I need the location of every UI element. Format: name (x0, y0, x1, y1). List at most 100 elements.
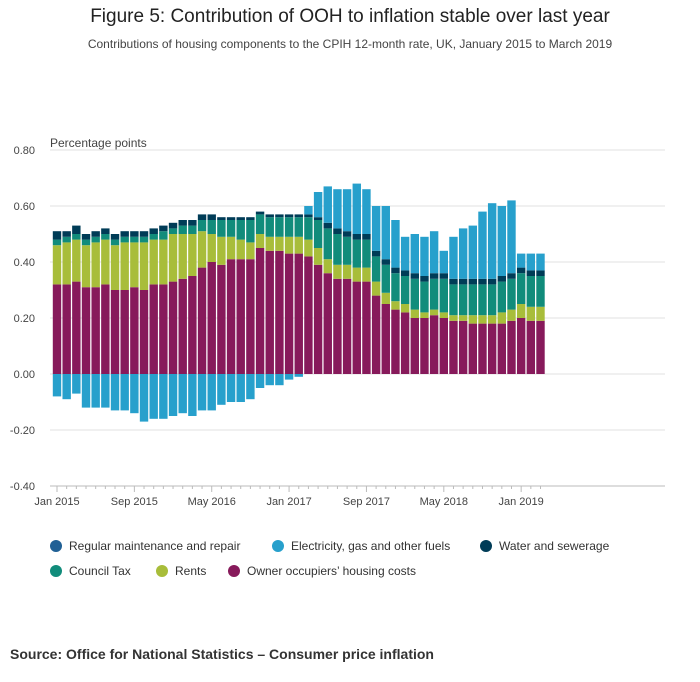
bar-ooh-43 (468, 323, 478, 374)
bar-rents-35 (391, 301, 400, 310)
bar-ooh-16 (207, 262, 216, 374)
bar-rents-33 (371, 281, 381, 296)
bar-elec-40 (439, 250, 448, 274)
bar-water-43 (468, 278, 478, 285)
bar-elec-9 (139, 374, 149, 422)
bar-council-21 (255, 214, 265, 234)
bar-council-27 (313, 220, 323, 248)
bar-ooh-42 (458, 320, 468, 374)
legend-item-water[interactable]: Water and sewerage (480, 539, 609, 553)
bar-elec-12 (168, 374, 178, 416)
bar-ooh-12 (168, 281, 178, 374)
bar-elec-49 (526, 253, 536, 271)
bar-elec-36 (400, 236, 410, 271)
bar-elec-21 (255, 374, 265, 388)
bar-elec-10 (149, 374, 158, 419)
bar-council-39 (429, 278, 439, 310)
bar-rents-1 (62, 242, 71, 285)
bar-council-4 (91, 236, 100, 243)
bar-elec-22 (265, 374, 274, 386)
bar-ooh-21 (255, 248, 265, 374)
bar-water-45 (487, 278, 497, 285)
bar-rents-23 (275, 236, 284, 251)
bar-ooh-10 (149, 284, 158, 374)
x-tick-label: May 2016 (188, 496, 236, 508)
bar-elec-45 (487, 203, 497, 279)
bar-rents-29 (333, 264, 342, 279)
bar-elec-38 (420, 236, 429, 276)
bar-ooh-47 (507, 320, 516, 374)
bar-ooh-5 (101, 284, 110, 374)
bar-water-47 (507, 273, 516, 279)
bar-ooh-33 (371, 295, 381, 374)
bar-ooh-25 (294, 253, 303, 374)
y-tick-label: 0.40 (14, 257, 35, 269)
bar-rents-22 (265, 236, 274, 251)
bar-rents-14 (188, 234, 197, 276)
bar-council-29 (333, 234, 342, 265)
bar-rents-26 (304, 239, 313, 257)
bar-ooh-14 (188, 276, 197, 374)
bar-rents-47 (507, 309, 516, 321)
bar-rents-19 (236, 239, 245, 260)
bar-water-13 (178, 220, 187, 226)
bar-rents-10 (149, 239, 158, 285)
bar-rents-34 (381, 292, 390, 304)
bar-elec-41 (449, 236, 458, 279)
legend-item-rents[interactable]: Rents (156, 564, 206, 578)
bar-council-1 (62, 236, 71, 243)
legend-item-maintenance[interactable]: Regular maintenance and repair (50, 539, 240, 553)
bar-elec-3 (81, 374, 91, 408)
bar-rents-46 (497, 312, 507, 324)
bar-council-49 (526, 276, 536, 307)
bar-elec-5 (101, 374, 110, 408)
bar-rents-5 (101, 239, 110, 285)
bar-council-18 (226, 220, 236, 237)
bar-rents-44 (478, 315, 487, 324)
bar-rents-20 (246, 242, 255, 260)
chart-subtitle: Contributions of housing components to t… (87, 37, 613, 51)
bar-water-34 (381, 259, 390, 265)
bar-water-33 (371, 250, 381, 257)
bar-rents-49 (526, 306, 536, 321)
legend-item-council-tax[interactable]: Council Tax (50, 564, 131, 578)
bar-council-12 (168, 228, 178, 234)
bar-council-17 (217, 220, 226, 237)
bar-rents-39 (429, 309, 439, 316)
bar-elec-28 (323, 186, 332, 223)
bar-water-39 (429, 273, 439, 279)
bar-elec-34 (381, 206, 390, 260)
legend-item-electricity[interactable]: Electricity, gas and other fuels (272, 539, 450, 553)
bar-elec-26 (304, 206, 313, 215)
legend-swatch (50, 540, 62, 552)
bar-water-48 (516, 267, 526, 274)
legend-item-ooh[interactable]: Owner occupiers’ housing costs (228, 564, 416, 578)
bar-ooh-39 (429, 315, 439, 374)
bar-water-30 (342, 231, 352, 237)
bar-council-35 (391, 273, 400, 302)
bar-council-0 (52, 239, 62, 246)
bar-elec-13 (178, 374, 187, 414)
bar-council-48 (516, 273, 526, 304)
bar-water-15 (197, 214, 207, 220)
bar-elec-17 (217, 374, 226, 405)
bar-ooh-38 (420, 318, 429, 374)
bar-ooh-17 (217, 264, 226, 374)
bar-council-32 (362, 239, 371, 268)
bar-elec-29 (333, 189, 342, 229)
bar-water-18 (226, 217, 236, 220)
bar-elec-27 (313, 192, 323, 218)
bar-elec-32 (362, 189, 371, 234)
bar-rents-40 (439, 312, 448, 318)
bar-elec-1 (62, 374, 71, 400)
bar-council-45 (487, 284, 497, 316)
bar-council-6 (110, 239, 120, 246)
y-axis-label: Percentage points (50, 136, 147, 150)
bar-elec-31 (352, 183, 361, 234)
bar-council-34 (381, 264, 390, 293)
bar-water-32 (362, 234, 371, 240)
bar-ooh-2 (72, 281, 81, 374)
y-tick-labels: 0.80 0.60 0.40 0.20 0.00 -0.20 -0.40 (10, 145, 35, 493)
bar-rents-37 (410, 309, 419, 318)
bar-ooh-50 (536, 320, 545, 374)
